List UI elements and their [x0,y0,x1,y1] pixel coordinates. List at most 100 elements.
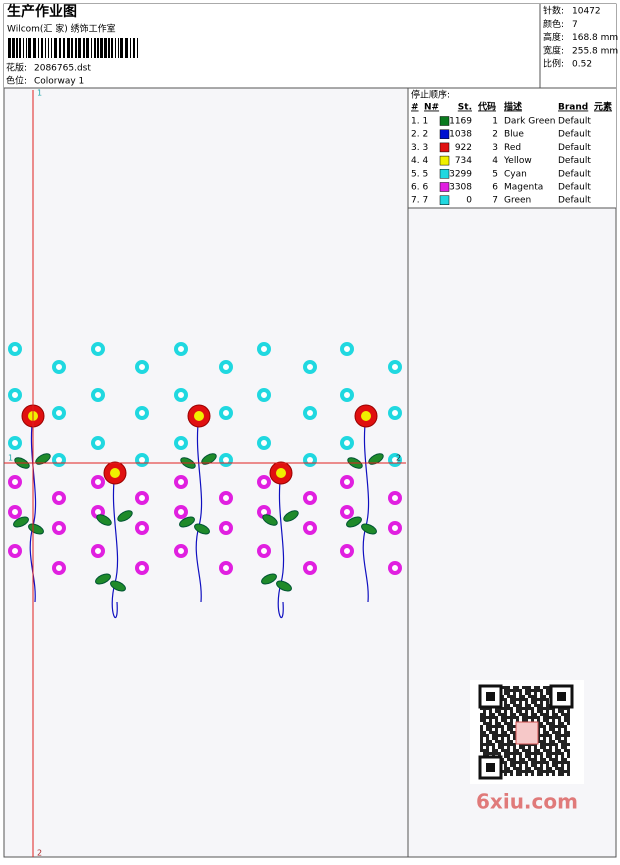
ring [8,475,22,489]
qr-cell [498,752,501,755]
bar [54,38,57,58]
qr-cell [501,740,504,743]
qr-cell [498,740,501,743]
bar [130,38,131,58]
qr-cell [492,746,495,749]
qr-cell [543,749,546,752]
code: 7 [492,196,498,206]
qr-cell [495,749,498,752]
qr-cell [507,704,510,707]
qr-cell [489,719,492,722]
qr-cell [507,749,510,752]
qr-cell [537,689,540,692]
qr-cell [561,710,564,713]
company: Wilcom(汇 家) 绣饰工作室 [7,23,116,35]
qr-cell [495,719,498,722]
marker: 2 [396,454,401,463]
description: Dark Green [504,117,555,127]
qr-cell [495,728,498,731]
bar [115,38,116,58]
title: 生产作业图 [7,3,77,20]
qr-cell [546,707,549,710]
qr-cell [567,749,570,752]
bar [41,38,43,58]
qr-cell [525,707,528,710]
qr-cell [564,746,567,749]
qr-cell [546,767,549,770]
brand: Default [558,156,591,166]
qr-cell [519,689,522,692]
bar [33,38,36,58]
qr-cell [540,722,543,725]
qr-cell [513,764,516,767]
bar [16,38,18,58]
qr-cell [561,722,564,725]
qr-cell [555,752,558,755]
leaf [28,523,44,535]
qr-cell [543,743,546,746]
description: Red [504,143,521,153]
qr-cell [528,752,531,755]
ring [135,491,149,505]
qr-cell [501,749,504,752]
qr-cell [510,770,513,773]
qr-cell [489,716,492,719]
qr-cell [537,761,540,764]
qr-cell [513,686,516,689]
qr-cell [513,746,516,749]
leaf [262,514,278,526]
qr-cell [489,728,492,731]
bar [137,38,138,58]
qr-cell [519,698,522,701]
qr-cell [531,770,534,773]
column-header: Brand [558,103,588,113]
qr-cell [543,716,546,719]
qr-cell [501,746,504,749]
ring [91,544,105,558]
qr-cell [549,716,552,719]
qr-cell [561,725,564,728]
qr-cell [507,740,510,743]
qr-cell [564,749,567,752]
qr-cell [555,746,558,749]
column-header: St. [458,103,472,113]
qr-cell [558,728,561,731]
qr-cell [531,773,534,776]
qr-cell [513,755,516,758]
qr-cell [534,704,537,707]
qr-cell [519,773,522,776]
qr-cell [513,734,516,737]
qr-cell [546,686,549,689]
qr-cell [504,701,507,704]
qr-cell [546,764,549,767]
qr-cell [504,716,507,719]
qr-cell [549,725,552,728]
qr-cell [510,725,513,728]
qr-cell [546,743,549,746]
qr-cell [525,719,528,722]
qr-cell [504,743,507,746]
ring [8,388,22,402]
qr-cell [552,752,555,755]
qr-cell [528,770,531,773]
qr-cell [483,713,486,716]
qr-cell [522,761,525,764]
qr-cell [510,710,513,713]
column-header: 代码 [477,101,496,113]
qr-cell [567,755,570,758]
qr-cell [519,770,522,773]
leaf [117,510,133,522]
brand: Default [558,196,591,206]
qr-cell [519,758,522,761]
flower-center [276,468,286,478]
qr-cell [486,749,489,752]
qr-cell [504,731,507,734]
qr-cell [561,746,564,749]
qr-cell [513,701,516,704]
row-number: 4. 4 [411,156,428,166]
qr-cell [495,725,498,728]
column-header: N# [424,103,439,113]
barcode [8,38,138,58]
ring [219,491,233,505]
qr-cell [516,707,519,710]
